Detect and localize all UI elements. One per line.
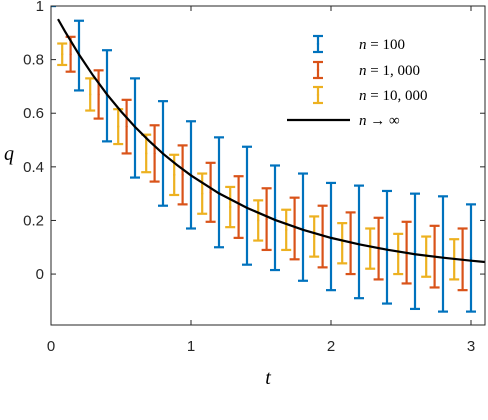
data-point (397, 252, 400, 256)
x-tick-label: 0 (47, 338, 55, 355)
tick-labels: 0 1 2 3 0 0.2 0.4 0.6 0.8 1 (23, 0, 475, 355)
x-tick-label: 2 (327, 338, 335, 355)
legend-label: n = 100 (359, 37, 405, 53)
data-point (285, 228, 288, 232)
legend-item: n = 1, 000 (313, 60, 420, 80)
y-axis-title: q (4, 143, 14, 165)
data-point (153, 152, 156, 155)
legend-item: n → ∞ (287, 113, 400, 129)
y-tick-label: 0.4 (23, 159, 44, 176)
legend-point (316, 68, 320, 72)
plot-frame (50, 5, 486, 326)
data-point (145, 152, 148, 155)
data-point (181, 173, 184, 177)
legend-label: n → ∞ (359, 113, 400, 129)
legend-label: n = 10, 000 (359, 88, 427, 104)
data-point (97, 93, 100, 96)
data-point (61, 53, 64, 56)
data-point (209, 191, 212, 194)
data-point (369, 247, 372, 250)
legend: n = 100 n = 1, 000 n = 10, 000 n → ∞ (280, 28, 472, 132)
data-point (301, 225, 305, 229)
data-point (117, 125, 120, 128)
data-point (313, 235, 316, 238)
legend-label: n = 1, 000 (359, 63, 420, 79)
data-point (173, 173, 176, 177)
y-tick-label: 0.2 (23, 212, 44, 229)
series-0-errorbars (51, 6, 476, 313)
x-tick-label: 1 (187, 338, 195, 355)
axis-ticks (50, 5, 485, 325)
data-point (413, 250, 417, 253)
data-point (273, 216, 277, 219)
y-tick-label: 0.6 (23, 105, 44, 122)
legend-point (316, 93, 320, 97)
x-axis-title: t (265, 367, 271, 389)
legend-item: n = 10, 000 (313, 85, 427, 105)
data-point (441, 252, 445, 256)
data-point (237, 205, 240, 209)
data-point (257, 219, 260, 222)
legend-box (280, 28, 472, 132)
data-point (125, 125, 128, 128)
data-point (357, 240, 361, 244)
y-tick-label: 0 (36, 266, 44, 283)
series-limit-line (57, 18, 485, 264)
data-point (385, 246, 389, 249)
data-point (229, 205, 232, 209)
data-point (469, 256, 473, 260)
data-point (341, 242, 344, 245)
legend-point (316, 42, 320, 46)
data-point (201, 192, 204, 195)
y-tick-label: 0.8 (23, 52, 44, 69)
plot-area (51, 6, 485, 313)
data-point (265, 217, 268, 221)
x-tick-label: 3 (467, 338, 475, 355)
data-point (89, 93, 92, 96)
y-tick-label: 1 (36, 0, 44, 15)
legend-item: n = 100 (313, 34, 405, 54)
data-point (69, 53, 72, 56)
